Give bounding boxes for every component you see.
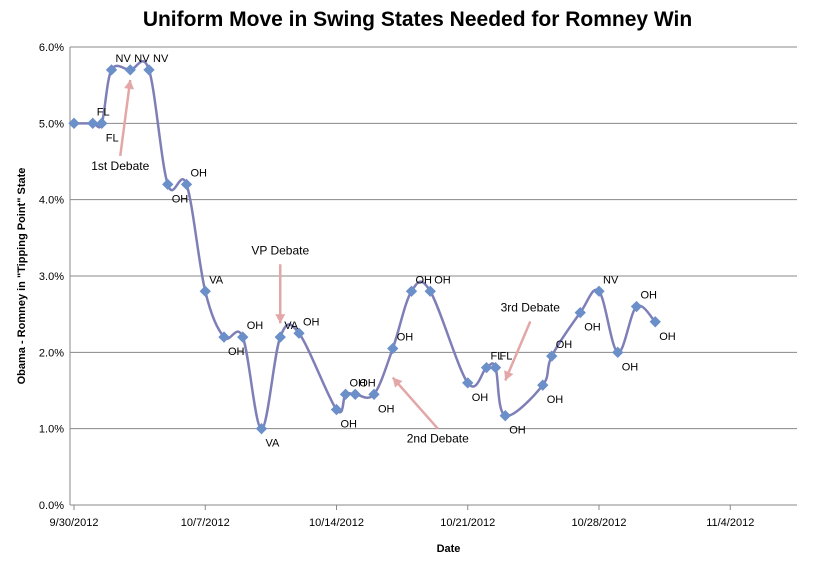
point-label: OH xyxy=(584,322,601,334)
point-label: NV xyxy=(603,274,619,286)
x-tick-label: 11/4/2012 xyxy=(706,517,754,529)
point-label: VA xyxy=(266,438,281,450)
point-label: OH xyxy=(247,320,264,332)
annotation-arrow xyxy=(391,376,439,430)
data-point xyxy=(124,64,136,76)
annotation: VP Debate xyxy=(251,243,309,324)
point-label: OH xyxy=(359,377,376,389)
y-tick-label: 3.0% xyxy=(39,271,64,283)
annotation-label: 1st Debate xyxy=(91,159,149,173)
annotation: 2nd Debate xyxy=(391,376,469,446)
y-tick-labels: 0.0% 1.0% 2.0% 3.0% 4.0% 5.0% 6.0% xyxy=(39,42,64,512)
annotation-arrowhead xyxy=(275,314,286,324)
point-label: VA xyxy=(284,320,299,332)
debate-annotations: 1st Debate VP Debate 2nd Debate 3rd Debate xyxy=(91,79,561,446)
point-label: OH xyxy=(641,290,658,302)
point-label: OH xyxy=(416,274,433,286)
data-point xyxy=(255,423,268,435)
point-label: FL xyxy=(106,132,119,144)
x-axis-title: Date xyxy=(437,543,461,555)
x-tick-label: 10/7/2012 xyxy=(181,517,230,529)
y-tick-label: 0.0% xyxy=(39,500,64,512)
point-label: OH xyxy=(659,331,676,343)
y-tick-label: 1.0% xyxy=(39,424,64,436)
point-label: OH xyxy=(556,339,573,351)
point-label: OH xyxy=(172,193,189,205)
annotation-arrowhead xyxy=(504,370,514,381)
x-tick-label: 10/14/2012 xyxy=(309,517,364,529)
point-label: OH xyxy=(378,403,395,415)
data-point xyxy=(162,178,174,191)
point-label: FL xyxy=(97,106,110,118)
data-point xyxy=(593,285,605,297)
data-point xyxy=(330,403,343,416)
y-axis-title: Obama - Romney in "Tipping Point" State xyxy=(16,168,28,385)
y-tick-label: 4.0% xyxy=(39,195,64,207)
point-label: OH xyxy=(472,392,489,404)
point-label: OH xyxy=(350,377,367,389)
x-tick-label: 10/21/2012 xyxy=(440,517,495,529)
y-tick-label: 6.0% xyxy=(39,42,64,54)
annotation-label: 2nd Debate xyxy=(407,432,469,446)
series-line xyxy=(73,60,657,430)
point-label: FL xyxy=(500,351,513,363)
data-point xyxy=(339,388,352,400)
point-label: OH xyxy=(191,167,208,179)
x-tick-label: 9/30/2012 xyxy=(50,517,99,529)
point-label: OH xyxy=(547,394,564,406)
point-label: OH xyxy=(397,332,414,344)
data-point xyxy=(274,331,286,343)
annotation: 3rd Debate xyxy=(501,301,561,381)
annotation-label: VP Debate xyxy=(251,243,309,257)
annotation-arrow xyxy=(119,79,132,157)
annotation-arrowhead xyxy=(392,377,403,388)
point-label: OH xyxy=(434,274,451,286)
point-label: OH xyxy=(228,346,245,358)
data-point xyxy=(143,64,155,76)
point-label: FL xyxy=(491,351,504,363)
point-label: VA xyxy=(209,274,224,286)
x-tick-labels: 9/30/2012 10/7/2012 10/14/2012 10/21/2012 10… xyxy=(50,505,754,529)
point-label: NV xyxy=(116,53,132,65)
point-label: NV xyxy=(134,53,150,65)
data-point xyxy=(349,388,361,400)
annotation-arrow xyxy=(504,321,532,381)
annotation-label: 3rd Debate xyxy=(501,301,561,315)
x-tick-label: 10/28/2012 xyxy=(571,517,626,529)
chart-title: Uniform Move in Swing States Needed for … xyxy=(142,8,693,31)
point-label: OH xyxy=(341,419,358,431)
annotation: 1st Debate xyxy=(91,79,150,173)
y-tick-label: 5.0% xyxy=(39,118,64,130)
point-label: NV xyxy=(153,53,169,65)
gridlines xyxy=(70,46,797,430)
data-point xyxy=(199,285,211,297)
data-point xyxy=(630,300,643,313)
point-label: OH xyxy=(303,316,320,328)
annotation-arrowhead xyxy=(124,79,135,90)
point-label: OH xyxy=(509,425,526,437)
y-tick-label: 2.0% xyxy=(39,347,64,359)
point-label: OH xyxy=(622,361,639,373)
